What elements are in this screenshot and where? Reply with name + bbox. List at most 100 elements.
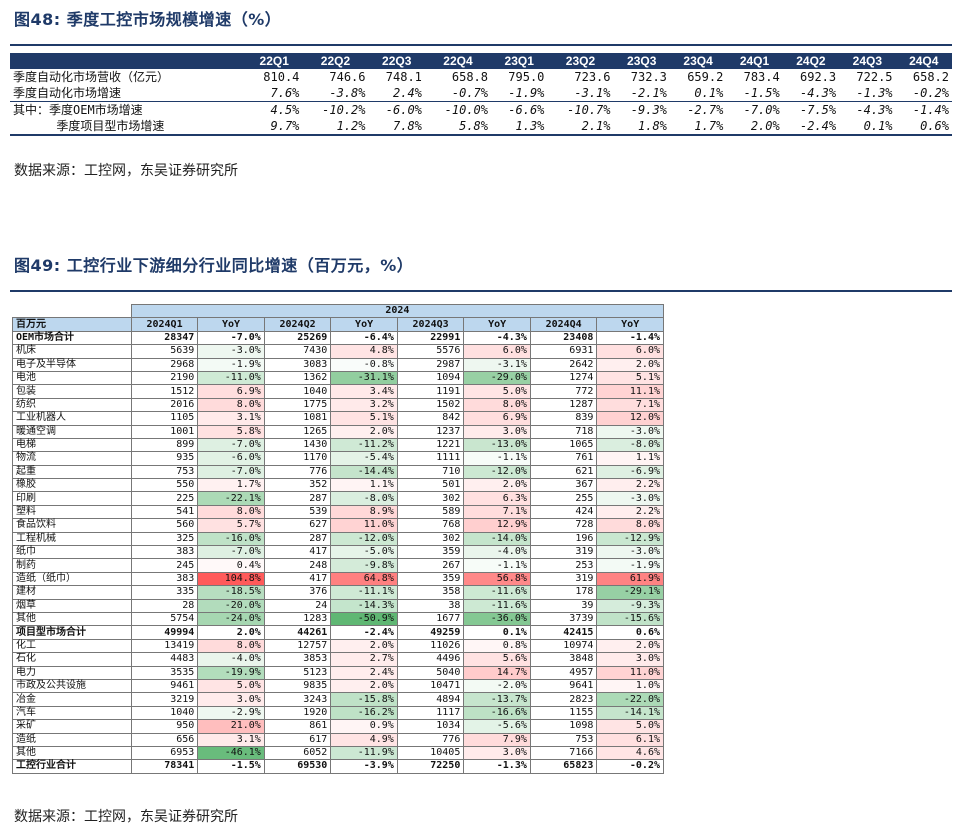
value-cell: 7.8% [393,119,422,133]
revenue-cell: 319 [529,545,598,560]
revenue-cell: 178 [529,585,598,600]
yoy-cell: 0.1% [463,625,531,640]
industry-label: 汽车 [12,705,132,721]
yoy-cell: 56.8% [463,571,531,587]
yoy-cell: -16.6% [463,705,531,721]
yoy-cell: -1.4% [596,330,664,346]
yoy-cell: -3.0% [596,424,664,439]
yoy-cell: -1.1% [463,451,531,466]
yoy-cell: -7.0% [197,464,265,480]
table-row: 造纸（纸巾） 383 104.8% 417 64.8% 359 56.8% 319 61.9% [12,571,664,587]
yoy-cell: 12.0% [596,411,664,426]
yoy-cell: -15.8% [330,692,398,707]
yoy-cell: 1.1% [330,478,398,493]
yoy-cell: 2.0% [330,678,398,694]
revenue-cell: 761 [529,451,598,466]
value-cell: -1.5% [743,86,780,100]
value-cell: -10.0% [424,101,491,118]
revenue-cell: 352 [263,478,332,493]
industry-label: 制药 [12,558,132,573]
yoy-cell: -5.4% [330,451,398,466]
yoy-cell: -5.6% [463,719,531,734]
value-cell: 1.8% [638,119,667,133]
revenue-cell: 359 [396,571,465,587]
revenue-cell: 248 [263,558,332,573]
value-cell: 2.1% [581,119,611,133]
yoy-cell: 3.4% [330,384,398,399]
yoy-cell: 2.0% [330,638,398,654]
table-row: 化工 13419 8.0% 12757 2.0% 11026 0.8% 10974 2.0% [12,638,664,654]
yoy-cell: -6.9% [596,464,664,480]
yoy-cell: -9.3% [596,598,664,613]
yoy-cell: 1.1% [596,451,664,466]
yoy-cell: -7.0% [197,437,265,453]
revenue-cell: 3853 [263,652,332,667]
revenue-cell: 839 [529,411,598,426]
value-cell: -1.9% [508,86,545,100]
quarter-header: 24Q4 [895,53,952,69]
industry-label: 烟草 [12,598,132,613]
revenue-cell: 1362 [263,370,332,386]
yoy-cell: 3.1% [197,411,265,426]
yoy-cell: -15.6% [596,611,664,627]
table-row: 印刷 225 -22.1% 287 -8.0% 302 6.3% 255 -3.0% [12,491,664,506]
yoy-cell: 1.0% [596,678,664,694]
revenue-cell: 2968 [130,357,199,372]
value-cell: 795.0 [508,70,545,84]
figure-49-source: 数据来源：工控网，东吴证券研究所 [14,809,238,825]
yoy-cell: -11.2% [330,437,398,453]
revenue-cell: 13419 [130,638,199,654]
quarter-header: 2024Q2 [263,317,332,332]
row-label: 季度项目型市场增速 [13,119,165,133]
yoy-cell: 2.0% [596,357,664,372]
revenue-cell: 12757 [263,638,332,654]
value-cell: -10.2% [302,101,369,118]
table-row: 季度项目型市场增速 9.7% 1.2% 7.8% 5.8% 1.3% 2.1% 1.8% 1.7… [10,118,952,135]
yoy-cell: -14.4% [330,464,398,480]
yoy-cell: 8.0% [197,397,265,413]
yoy-cell: 5.1% [596,370,664,386]
yoy-cell: -2.4% [330,625,398,640]
yoy-cell: -18.5% [197,585,265,600]
revenue-cell: 9835 [263,678,332,694]
revenue-cell: 1283 [263,611,332,627]
revenue-cell: 772 [529,384,598,399]
yoy-cell: 6.9% [463,411,531,426]
revenue-cell: 383 [130,571,199,587]
value-cell: 7.6% [270,86,300,100]
revenue-cell: 753 [529,732,598,747]
yoy-cell: 0.4% [197,558,265,573]
revenue-cell: 24 [263,598,332,613]
unit-header: 百万元 [12,317,132,332]
revenue-cell: 718 [529,424,598,439]
value-cell: 783.4 [743,70,780,84]
downstream-industry-table: 2024 百万元 2024Q1 YoY 2024Q2 YoY 2024Q3 YoY 2024… [12,303,665,774]
table-row: 冶金 3219 3.0% 3243 -15.8% 4894 -13.7% 2823 -22.0% [12,692,664,707]
row-label: 其中：季度OEM市场增速 [10,101,246,118]
table-row: 包装 1512 6.9% 1040 3.4% 1191 5.0% 772 11.1% [12,384,664,399]
revenue-cell: 65823 [529,759,598,774]
revenue-cell: 550 [130,478,199,493]
row-label-header [10,53,246,69]
industry-label: OEM市场合计 [12,330,132,346]
revenue-cell: 23408 [529,330,598,346]
quarter-header: 2024Q3 [396,317,465,332]
table-row: 起重 753 -7.0% 776 -14.4% 710 -12.0% 621 -6.9% [12,464,664,480]
figure-49-title: 图49: 工控行业下游细分行业同比增速（百万元，%） [14,256,414,275]
yoy-cell: 3.2% [330,397,398,413]
revenue-cell: 1034 [396,719,465,734]
revenue-cell: 4483 [130,652,199,667]
revenue-cell: 627 [263,518,332,533]
revenue-cell: 4496 [396,652,465,667]
value-cell: 659.2 [687,70,724,84]
revenue-cell: 5123 [263,665,332,680]
quarter-header: 24Q2 [782,53,840,69]
value-cell: 732.3 [630,70,667,84]
quarter-header: 23Q2 [547,53,614,69]
revenue-cell: 42415 [529,625,598,640]
revenue-cell: 359 [396,545,465,560]
industry-label: 其他 [12,611,132,627]
revenue-cell: 253 [529,558,598,573]
yoy-cell: -2.0% [463,678,531,694]
yoy-cell: 6.1% [596,732,664,747]
